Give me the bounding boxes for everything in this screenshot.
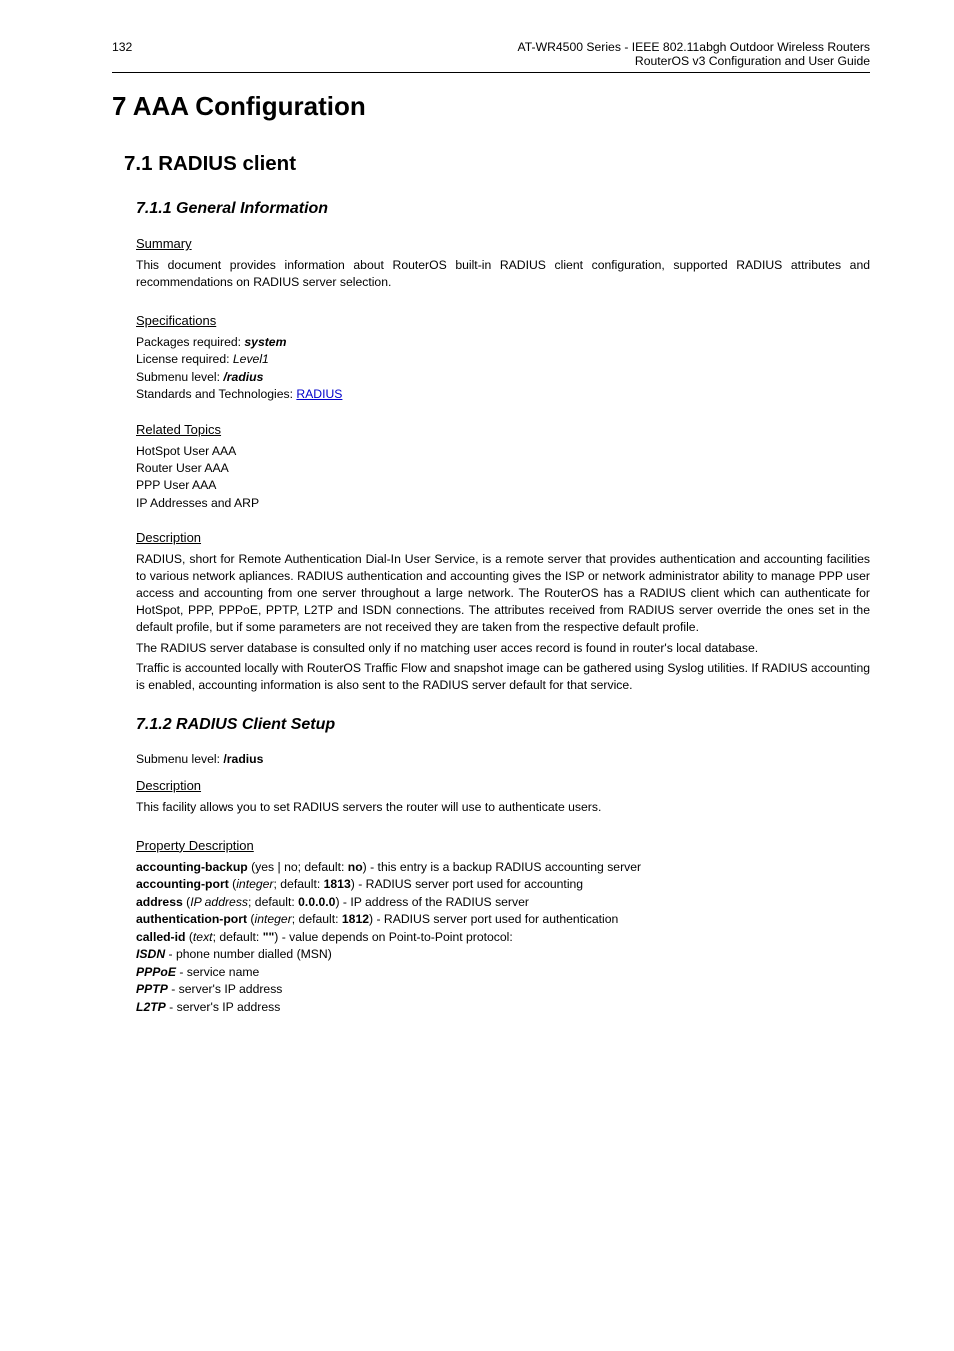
setup-submenu-label: Submenu level: <box>136 752 223 766</box>
prop-name: PPPoE <box>136 965 176 979</box>
prop-name: accounting-backup <box>136 860 248 874</box>
page-number: 132 <box>112 40 132 54</box>
page: 132 AT-WR4500 Series - IEEE 802.11abgh O… <box>0 0 954 1056</box>
prop-tail: - phone number dialled (MSN) <box>165 947 332 961</box>
prop-default: 0.0.0.0 <box>298 895 335 909</box>
spec-packages: Packages required: system <box>136 334 870 350</box>
header-rule <box>112 72 870 73</box>
spec-packages-value: system <box>244 335 286 349</box>
related-topic-3: PPP User AAA <box>136 477 870 493</box>
page-header: 132 AT-WR4500 Series - IEEE 802.11abgh O… <box>112 40 870 68</box>
prop-tail: ) - value depends on Point-to-Point prot… <box>274 930 512 944</box>
setup-submenu-value: /radius <box>223 752 263 766</box>
spec-submenu-value: /radius <box>223 370 263 384</box>
radius-link[interactable]: RADIUS <box>296 387 342 401</box>
prop-default: "" <box>263 930 275 944</box>
spec-standards: Standards and Technologies: RADIUS <box>136 386 870 402</box>
prop-pptp: PPTP - server's IP address <box>136 981 870 997</box>
prop-mid: ; default: <box>292 912 342 926</box>
doc-title-block: AT-WR4500 Series - IEEE 802.11abgh Outdo… <box>518 40 870 68</box>
subsection-title-general-info: 7.1.1 General Information <box>136 200 870 218</box>
prop-default: 1812 <box>342 912 369 926</box>
prop-mid: ; default: <box>213 930 263 944</box>
heading-property-description: Property Description <box>136 838 870 853</box>
related-topic-4: IP Addresses and ARP <box>136 495 870 511</box>
prop-mid: ; default: <box>248 895 298 909</box>
prop-name: accounting-port <box>136 877 229 891</box>
setup-submenu-line: Submenu level: /radius <box>136 752 870 766</box>
related-topic-2: Router User AAA <box>136 460 870 476</box>
spec-license: License required: Level1 <box>136 351 870 367</box>
prop-type: IP address <box>190 895 248 909</box>
prop-open: ( <box>247 912 254 926</box>
prop-type: text <box>193 930 213 944</box>
prop-type: integer <box>255 912 292 926</box>
prop-name: authentication-port <box>136 912 247 926</box>
setup-description-text: This facility allows you to set RADIUS s… <box>136 799 870 816</box>
section-title-radius-client: 7.1 RADIUS client <box>124 152 870 176</box>
prop-name: ISDN <box>136 947 165 961</box>
prop-isdn: ISDN - phone number dialled (MSN) <box>136 946 870 962</box>
prop-name: L2TP <box>136 1000 166 1014</box>
prop-l2tp: L2TP - server's IP address <box>136 999 870 1015</box>
prop-accounting-backup: accounting-backup (yes | no; default: no… <box>136 859 870 875</box>
summary-text: This document provides information about… <box>136 257 870 291</box>
prop-called-id: called-id (text; default: "") - value de… <box>136 929 870 945</box>
prop-tail: - server's IP address <box>168 982 283 996</box>
prop-accounting-port: accounting-port (integer; default: 1813)… <box>136 876 870 892</box>
prop-tail: - server's IP address <box>166 1000 281 1014</box>
doc-title-line2: RouterOS v3 Configuration and User Guide <box>518 54 870 68</box>
chapter-title: 7 AAA Configuration <box>112 91 870 122</box>
description-p1: RADIUS, short for Remote Authentication … <box>136 551 870 635</box>
description-p2: The RADIUS server database is consulted … <box>136 640 870 657</box>
related-topic-1: HotSpot User AAA <box>136 443 870 459</box>
spec-submenu-label: Submenu level: <box>136 370 223 384</box>
spec-standards-label: Standards and Technologies: <box>136 387 296 401</box>
description-p3: Traffic is accounted locally with Router… <box>136 660 870 694</box>
prop-tail: - service name <box>176 965 259 979</box>
doc-title-line1: AT-WR4500 Series - IEEE 802.11abgh Outdo… <box>518 40 870 54</box>
prop-tail: ) - IP address of the RADIUS server <box>335 895 529 909</box>
prop-type: integer <box>236 877 273 891</box>
spec-license-value: Level1 <box>233 352 269 366</box>
heading-description-1: Description <box>136 530 870 545</box>
prop-text: (yes | no; default: <box>248 860 348 874</box>
prop-name: address <box>136 895 183 909</box>
prop-tail: ) - RADIUS server port used for accounti… <box>351 877 583 891</box>
spec-submenu: Submenu level: /radius <box>136 369 870 385</box>
spec-packages-label: Packages required: <box>136 335 244 349</box>
prop-address: address (IP address; default: 0.0.0.0) -… <box>136 894 870 910</box>
prop-default: no <box>348 860 363 874</box>
prop-authentication-port: authentication-port (integer; default: 1… <box>136 911 870 927</box>
prop-default: 1813 <box>324 877 351 891</box>
heading-description-2: Description <box>136 778 870 793</box>
prop-tail: ) - this entry is a backup RADIUS accoun… <box>363 860 641 874</box>
heading-summary: Summary <box>136 236 870 251</box>
subsection-title-client-setup: 7.1.2 RADIUS Client Setup <box>136 716 870 734</box>
prop-pppoe: PPPoE - service name <box>136 964 870 980</box>
heading-specifications: Specifications <box>136 313 870 328</box>
prop-name: PPTP <box>136 982 168 996</box>
prop-mid: ; default: <box>273 877 323 891</box>
prop-tail: ) - RADIUS server port used for authenti… <box>369 912 618 926</box>
prop-name: called-id <box>136 930 185 944</box>
heading-related-topics: Related Topics <box>136 422 870 437</box>
spec-license-label: License required: <box>136 352 233 366</box>
prop-open: ( <box>185 930 192 944</box>
